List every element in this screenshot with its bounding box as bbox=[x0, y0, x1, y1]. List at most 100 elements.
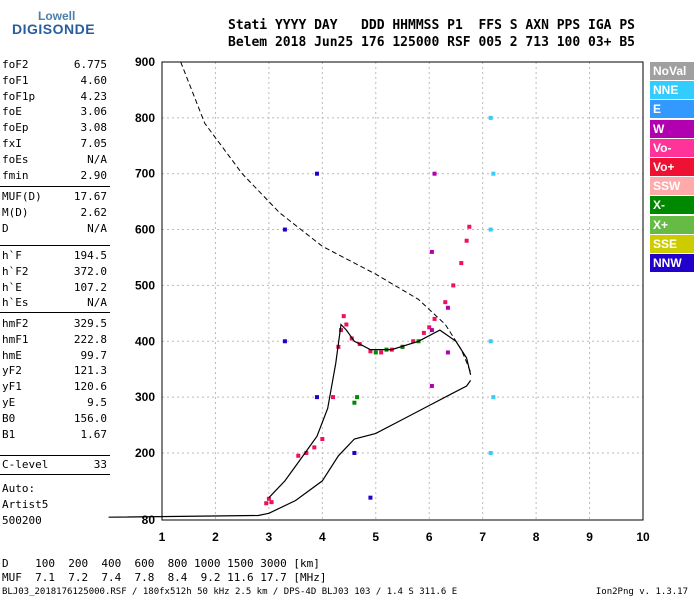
param-name: foE bbox=[2, 105, 22, 119]
x-tick-label: 8 bbox=[533, 530, 540, 544]
echo-point-vo bbox=[451, 283, 456, 288]
param-value: 3.08 bbox=[80, 121, 108, 135]
muf-table-values: MUF 7.1 7.2 7.4 7.8 8.4 9.2 11.6 17.7 [M… bbox=[2, 571, 327, 584]
echo-point-vo bbox=[312, 445, 317, 450]
param-name: h`E bbox=[2, 280, 22, 294]
x-tick-label: 10 bbox=[636, 530, 650, 544]
echo-point-nne bbox=[491, 395, 496, 400]
echo-point-nne bbox=[488, 450, 493, 455]
param-row-yf2: yF2 121.3 bbox=[2, 364, 107, 378]
echo-point-vo bbox=[368, 349, 373, 354]
param-row-hme: hmE 99.7 bbox=[2, 349, 107, 363]
param-value: 194.5 bbox=[73, 249, 107, 262]
echo-point-vo bbox=[344, 322, 349, 327]
param-name: foEs bbox=[2, 152, 29, 166]
param-value: 107.2 bbox=[73, 280, 107, 294]
echo-point-nnw bbox=[352, 450, 357, 455]
header-row-labels: Stati YYYY DAY DDD HHMMSS P1 FFS S AXN P… bbox=[228, 18, 635, 33]
echo-point-vo bbox=[320, 437, 325, 442]
echo-point-vo bbox=[411, 339, 416, 344]
extrapolated-profile-dashed-line bbox=[180, 61, 472, 373]
legend-item-vo: Vo+ bbox=[650, 158, 694, 176]
param-value: 2.90 bbox=[80, 168, 108, 182]
param-name: fxI bbox=[2, 137, 22, 150]
echo-point-w bbox=[429, 383, 434, 388]
digisonde-logo-text: DIGISONDE bbox=[12, 21, 96, 37]
x-tick-labels: 1 2 3 4 5 6 7 8 9 10 bbox=[159, 530, 650, 544]
param-name: hmF2 bbox=[2, 317, 29, 330]
echo-point-vo bbox=[304, 450, 309, 455]
param-row-foe: foE 3.06 bbox=[2, 105, 107, 119]
echo-point-vo bbox=[467, 224, 472, 229]
echo-point-nnw bbox=[314, 171, 319, 176]
echo-point-vo bbox=[339, 328, 344, 333]
param-name: B1 bbox=[2, 427, 16, 441]
param-name: B0 bbox=[2, 411, 16, 425]
echo-point-w bbox=[429, 249, 434, 254]
y-tick-label: 500 bbox=[135, 278, 155, 292]
echo-point-nne bbox=[488, 339, 493, 344]
param-name: D bbox=[2, 221, 9, 235]
param-value: 4.23 bbox=[80, 89, 108, 103]
echo-point-vo bbox=[264, 501, 269, 506]
param-value: 6.775 bbox=[73, 58, 107, 71]
echo-point-vo bbox=[341, 314, 346, 319]
echo-point-nnw bbox=[368, 495, 373, 500]
param-name: h`Es bbox=[2, 296, 29, 310]
echo-point-vo bbox=[459, 261, 464, 266]
param-name: foF1 bbox=[2, 73, 29, 87]
chart-grid bbox=[161, 61, 644, 521]
echo-point-nne bbox=[491, 171, 496, 176]
param-value: 121.3 bbox=[73, 364, 107, 378]
legend-item-sse: SSE bbox=[650, 234, 694, 253]
echo-point-vo bbox=[421, 330, 426, 335]
param-row-hmf1: hmF1 222.8 bbox=[2, 333, 107, 347]
echo-point-nnw bbox=[282, 339, 287, 344]
legend-item-x: X- bbox=[650, 196, 694, 215]
panel-separator bbox=[0, 455, 110, 456]
echo-point-nne bbox=[488, 115, 493, 120]
param-row-ye: yE 9.5 bbox=[2, 396, 107, 410]
param-value: 156.0 bbox=[73, 411, 107, 425]
y-tick-label: 80 bbox=[142, 513, 156, 527]
y-tick-label: 200 bbox=[135, 446, 155, 460]
param-row-yf1: yF1 120.6 bbox=[2, 380, 107, 394]
legend-item-ssw: SSW bbox=[650, 177, 694, 196]
x-tick-label: 7 bbox=[479, 530, 486, 544]
param-row-hmf2: hmF2 329.5 bbox=[2, 317, 107, 331]
x-tick-label: 9 bbox=[586, 530, 593, 544]
param-row-md: M(D) 2.62 bbox=[2, 206, 107, 220]
param-name: hmE bbox=[2, 348, 22, 362]
x-tick-label: 2 bbox=[212, 530, 219, 544]
param-row-fof1p: foF1p 4.23 bbox=[2, 90, 107, 104]
param-name: h`F2 bbox=[2, 264, 29, 278]
echo-point-vo bbox=[464, 238, 469, 243]
x-tick-label: 5 bbox=[372, 530, 379, 544]
echo-point-w bbox=[445, 305, 450, 310]
param-name: fmin bbox=[2, 168, 29, 182]
param-row-fmin: fmin 2.90 bbox=[2, 169, 107, 183]
auto-code: 500200 bbox=[2, 514, 42, 527]
param-row-mufd: MUF(D) 17.67 bbox=[2, 190, 107, 204]
file-info: BLJ03_2018176125000.RSF / 180fx512h 50 k… bbox=[2, 587, 458, 597]
param-value: N/A bbox=[87, 296, 107, 310]
lowell-logo-text: Lowell bbox=[38, 9, 76, 23]
echo-point-w bbox=[429, 328, 434, 333]
echo-point-w bbox=[445, 350, 450, 355]
param-name: yF2 bbox=[2, 364, 22, 378]
param-row-fof1: foF1 4.60 bbox=[2, 74, 107, 88]
param-name: foF1p bbox=[2, 89, 36, 103]
header-row-values: Belem 2018 Jun25 176 125000 RSF 005 2 71… bbox=[228, 35, 635, 50]
echo-point-vo bbox=[266, 496, 271, 501]
param-row-fxi: fxI 7.05 bbox=[2, 137, 107, 151]
panel-separator bbox=[0, 245, 110, 246]
muf-table-distance: D 100 200 400 600 800 1000 1500 3000 [km… bbox=[2, 557, 320, 570]
param-value: 222.8 bbox=[73, 332, 107, 346]
echo-point-vo bbox=[296, 453, 301, 458]
echo-point-nnw bbox=[282, 227, 287, 232]
y-tick-labels: 80 200 300 400 500 600 700 800 900 bbox=[135, 55, 155, 527]
y-tick-label: 400 bbox=[135, 334, 155, 348]
x-tick-label: 3 bbox=[266, 530, 273, 544]
param-row-d: D N/A bbox=[2, 222, 107, 236]
profile-lines bbox=[108, 61, 472, 518]
